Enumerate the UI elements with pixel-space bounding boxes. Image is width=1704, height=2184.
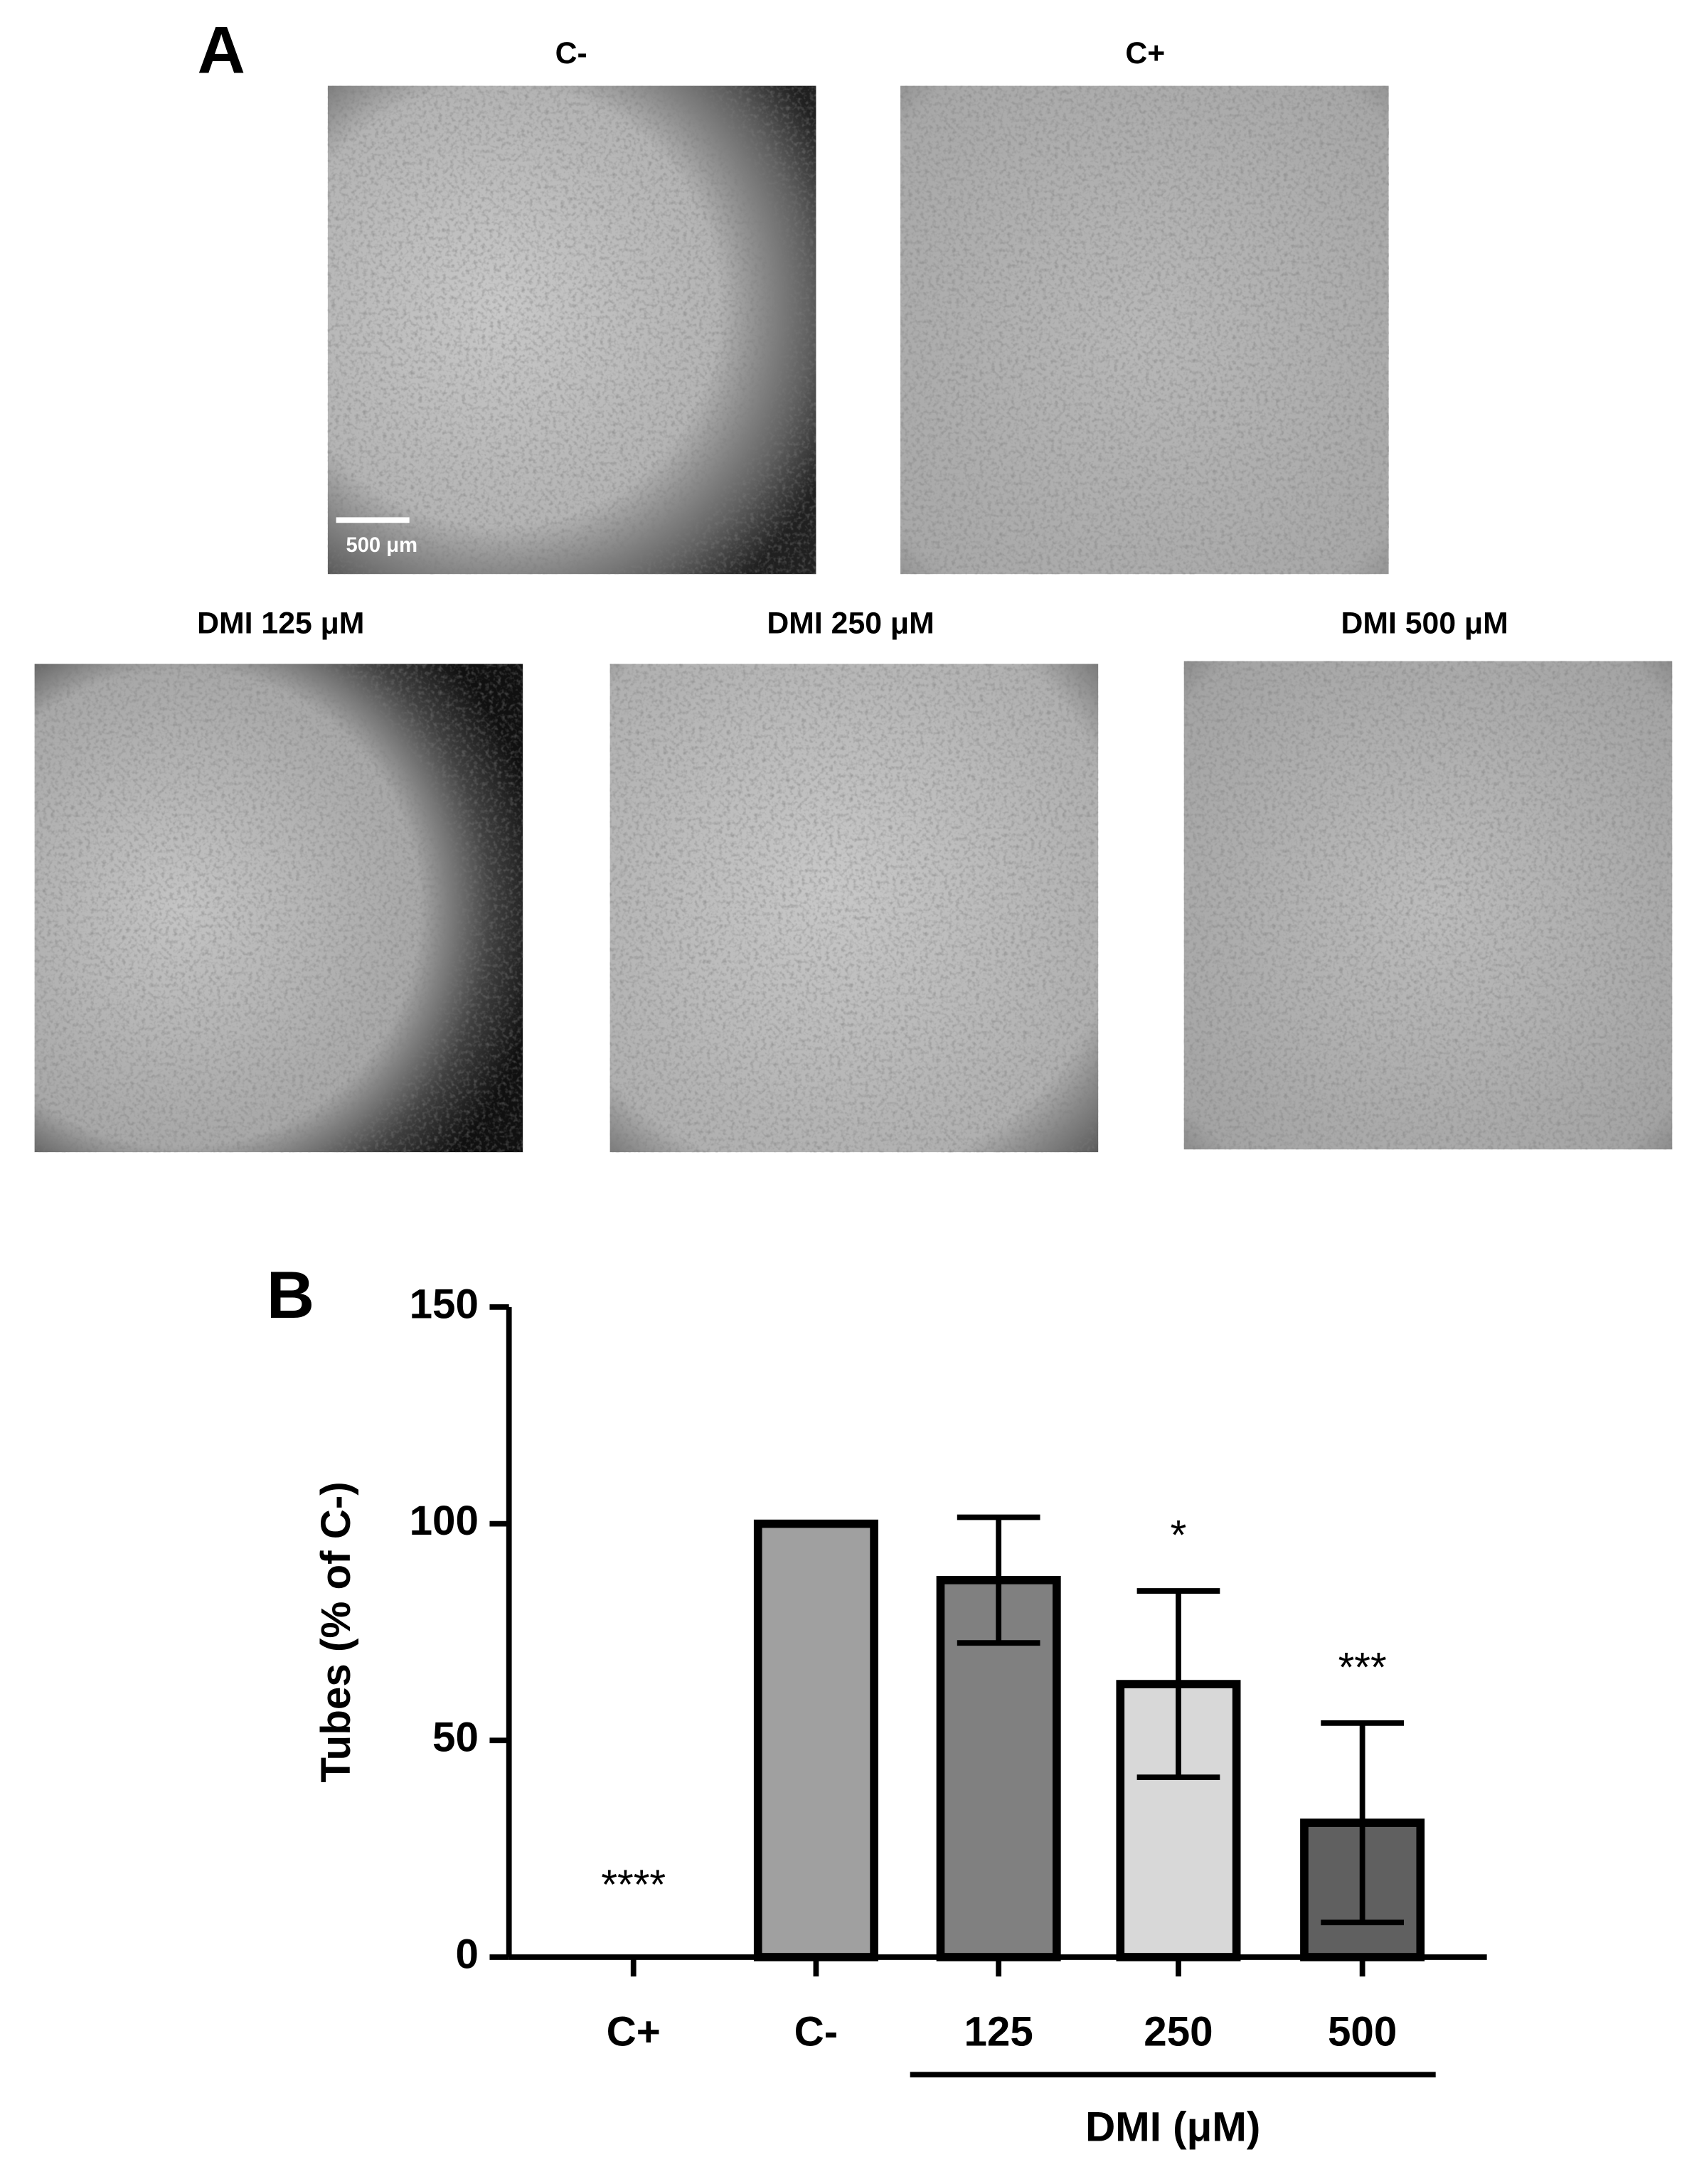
significance-label: **** <box>601 1862 666 1908</box>
x-tick-label: 500 <box>1328 2008 1397 2055</box>
micrograph-texture <box>1183 661 1673 1150</box>
y-tick-label: 150 <box>410 1281 479 1327</box>
image-title: C- <box>555 36 587 70</box>
significance-label: *** <box>1338 1644 1387 1690</box>
group-label: DMI (μM) <box>1085 2104 1260 2150</box>
y-tick-label: 100 <box>410 1498 479 1544</box>
micrograph-texture <box>327 85 816 575</box>
image-title: DMI 125 μM <box>197 606 364 640</box>
bar <box>753 1519 878 1961</box>
y-axis-label: Tubes (% of C-) <box>313 1481 359 1782</box>
y-tick-label: 50 <box>432 1715 479 1761</box>
image-title: DMI 250 μM <box>767 606 934 640</box>
x-tick-label: 250 <box>1144 2008 1213 2055</box>
x-tick-label: 125 <box>964 2008 1033 2055</box>
y-tick-label: 0 <box>455 1931 478 1977</box>
scale-bar-label: 500 μm <box>346 534 418 557</box>
micrograph-texture <box>900 85 1389 575</box>
panel-label: A <box>197 13 245 87</box>
significance-label: * <box>1171 1513 1187 1559</box>
x-tick-label: C- <box>794 2008 838 2055</box>
image-title: C+ <box>1125 36 1165 70</box>
x-tick-label: C+ <box>607 2008 661 2055</box>
image-title: DMI 500 μM <box>1341 606 1508 640</box>
micrograph-texture <box>34 664 523 1153</box>
micrograph-texture <box>609 664 1099 1153</box>
panel-label: B <box>267 1257 314 1332</box>
